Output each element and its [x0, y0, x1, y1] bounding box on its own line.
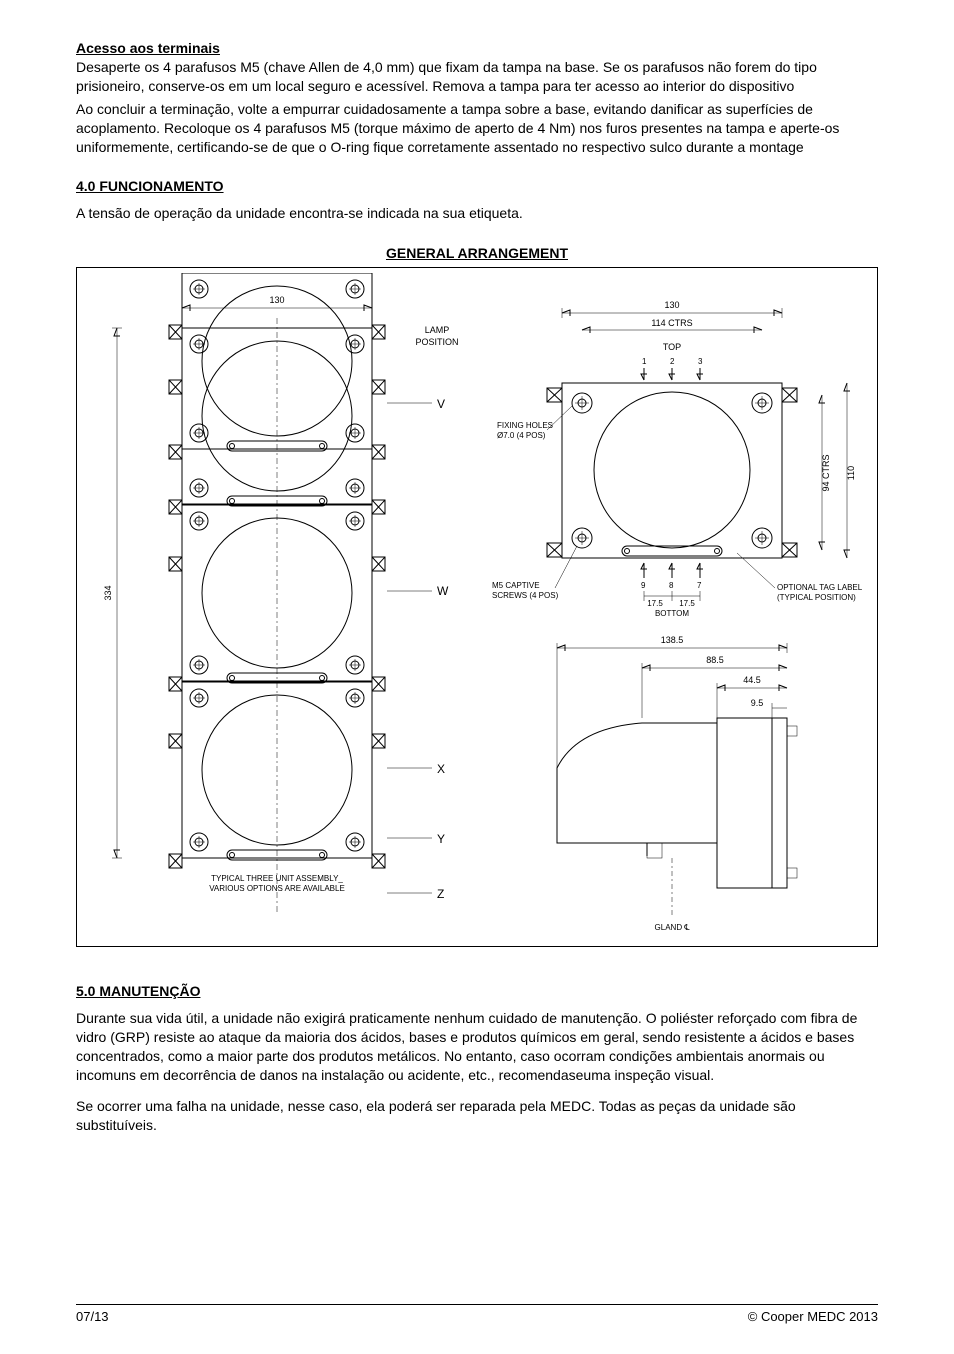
dim-94ctrs: 94 CTRS	[821, 455, 831, 492]
tag-2: (TYPICAL POSITION)	[777, 593, 856, 602]
num-1: 1	[642, 357, 647, 366]
left-assembly-svg: 130 LAMP POSITION 334	[87, 273, 467, 943]
dim-44-5: 44.5	[743, 675, 761, 685]
lamp-position-label-2: POSITION	[415, 337, 458, 347]
m5-1: M5 CAPTIVE	[492, 581, 540, 590]
paragraph: Desaperte os 4 parafusos M5 (chave Allen…	[76, 58, 878, 96]
axis-y: Y	[437, 832, 445, 846]
dim-334: 334	[103, 586, 113, 601]
dim-114ctrs: 114 CTRS	[651, 318, 692, 328]
axis-z: Z	[437, 887, 444, 901]
paragraph: A tensão de operação da unidade encontra…	[76, 204, 878, 223]
dim-130-right: 130	[664, 300, 679, 310]
section-title-manutencao: 5.0 MANUTENÇÃO	[76, 983, 878, 999]
diagram-frame: 130 LAMP POSITION 334	[76, 267, 878, 947]
right-top-svg: 130 114 CTRS TOP 1 2 3	[477, 288, 872, 618]
dim-130-left: 130	[269, 295, 284, 305]
num-7: 7	[697, 581, 702, 590]
num-9: 9	[641, 581, 646, 590]
paragraph: Ao concluir a terminação, volte a empurr…	[76, 100, 878, 157]
footer-left: 07/13	[76, 1309, 109, 1324]
paragraph: Durante sua vida útil, a unidade não exi…	[76, 1009, 878, 1085]
paragraph: Se ocorrer uma falha na unidade, nesse c…	[76, 1097, 878, 1135]
tag-1: OPTIONAL TAG LABEL	[777, 583, 863, 592]
m5-2: SCREWS (4 POS)	[492, 591, 559, 600]
section-title-acesso: Acesso aos terminais	[76, 40, 878, 56]
top-label: TOP	[663, 342, 681, 352]
left-caption-2: VARIOUS OPTIONS ARE AVAILABLE	[209, 884, 345, 893]
dim-110: 110	[846, 466, 856, 480]
dim-9-5: 9.5	[751, 698, 764, 708]
footer: 07/13 © Cooper MEDC 2013	[76, 1304, 878, 1324]
axis-v: V	[437, 397, 445, 411]
dim-17-5a: 17.5	[647, 599, 663, 608]
num-8: 8	[669, 581, 674, 590]
lamp-position-label-1: LAMP	[425, 325, 450, 335]
num-3: 3	[698, 357, 703, 366]
fixing-holes-2: Ø7.0 (4 POS)	[497, 431, 546, 440]
left-caption-1: TYPICAL THREE UNIT ASSEMBLY_	[211, 874, 343, 883]
dim-138-5: 138.5	[661, 635, 684, 645]
footer-right: © Cooper MEDC 2013	[748, 1309, 878, 1324]
bottom-label: BOTTOM	[655, 609, 689, 618]
axis-w: W	[437, 584, 449, 598]
section-title-funcionamento: 4.0 FUNCIONAMENTO	[76, 178, 878, 194]
dim-88-5: 88.5	[706, 655, 724, 665]
diagram-title: GENERAL ARRANGEMENT	[76, 245, 878, 261]
num-2: 2	[670, 357, 675, 366]
dim-17-5b: 17.5	[679, 599, 695, 608]
gland-label: GLAND ℄	[655, 923, 691, 932]
axis-x: X	[437, 762, 445, 776]
right-bottom-svg: 138.5 88.5 44.5 9.5 GLAND ℄	[497, 628, 867, 938]
fixing-holes-1: FIXING HOLES	[497, 421, 553, 430]
